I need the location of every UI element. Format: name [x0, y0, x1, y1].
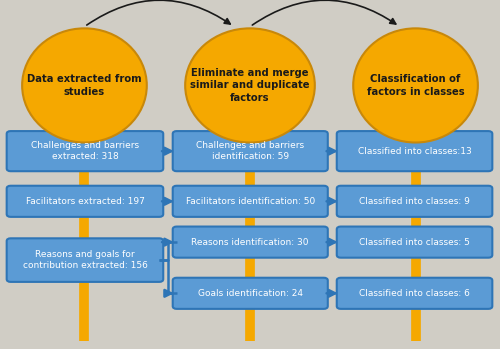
- Text: Reasons and goals for
contribution extracted: 156: Reasons and goals for contribution extra…: [22, 250, 148, 270]
- Text: Data extracted from
studies: Data extracted from studies: [27, 74, 142, 97]
- Text: Eliminate and merge
similar and duplicate
factors: Eliminate and merge similar and duplicat…: [190, 68, 310, 103]
- Text: Classified into classes:13: Classified into classes:13: [358, 147, 472, 156]
- FancyBboxPatch shape: [172, 278, 328, 309]
- Text: Classified into classes: 9: Classified into classes: 9: [359, 197, 470, 206]
- Ellipse shape: [185, 28, 315, 142]
- FancyBboxPatch shape: [337, 131, 492, 171]
- Text: Goals identification: 24: Goals identification: 24: [198, 289, 302, 298]
- FancyBboxPatch shape: [6, 131, 163, 171]
- Text: Challenges and barriers
identification: 59: Challenges and barriers identification: …: [196, 141, 304, 161]
- Text: Reasons identification: 30: Reasons identification: 30: [192, 238, 309, 247]
- Text: Classified into classes: 5: Classified into classes: 5: [359, 238, 470, 247]
- FancyBboxPatch shape: [337, 227, 492, 258]
- FancyBboxPatch shape: [172, 227, 328, 258]
- Ellipse shape: [22, 28, 147, 142]
- Text: Facilitators extracted: 197: Facilitators extracted: 197: [26, 197, 144, 206]
- Text: Challenges and barriers
extracted: 318: Challenges and barriers extracted: 318: [31, 141, 139, 161]
- FancyBboxPatch shape: [337, 186, 492, 217]
- FancyBboxPatch shape: [172, 186, 328, 217]
- Text: Classification of
factors in classes: Classification of factors in classes: [366, 74, 464, 97]
- FancyBboxPatch shape: [6, 186, 163, 217]
- Text: Classified into classes: 6: Classified into classes: 6: [359, 289, 470, 298]
- FancyBboxPatch shape: [172, 131, 328, 171]
- FancyBboxPatch shape: [6, 238, 163, 282]
- Ellipse shape: [353, 28, 478, 142]
- FancyBboxPatch shape: [337, 278, 492, 309]
- Text: Facilitators identification: 50: Facilitators identification: 50: [186, 197, 315, 206]
